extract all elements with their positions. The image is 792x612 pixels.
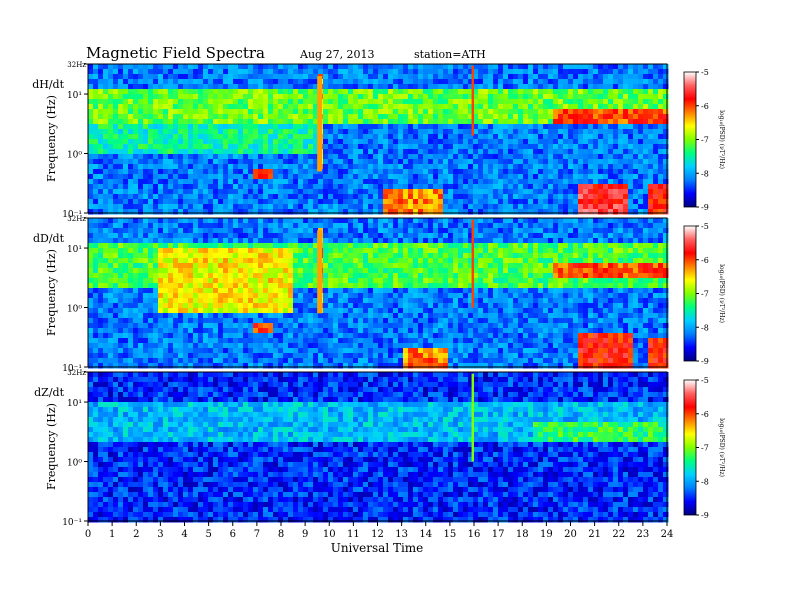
x-tick-label: 20 — [564, 529, 577, 540]
x-tick-label: 0 — [85, 529, 91, 540]
y-tick-label: 32Hz — [67, 215, 86, 223]
x-tick-label: 21 — [588, 529, 601, 540]
x-tick-label: 8 — [278, 529, 284, 540]
colorbar-label: log₁₀(PSD) (νT²/Hz) — [718, 264, 725, 323]
y-tick-label: 10⁰ — [67, 459, 82, 469]
x-tick-label: 16 — [468, 529, 481, 540]
spectrogram-cells — [88, 64, 669, 215]
x-tick-label: 12 — [371, 529, 384, 540]
colorbar-tick-label: -7 — [701, 136, 709, 145]
colorbar-tick-label: -6 — [701, 256, 709, 265]
colorbar-tick-label: -8 — [701, 477, 709, 486]
spectrogram-cells — [88, 372, 669, 523]
y-tick-label: 10⁻¹ — [62, 210, 82, 220]
x-tick-label: 17 — [492, 529, 505, 540]
x-tick-label: 5 — [205, 529, 211, 540]
panel-dh-dt: 10⁻¹ 10⁰ 10¹ 32Hz dH/dt Frequency (Hz) -5 -6 -7 -… — [32, 61, 725, 220]
colorbar — [683, 71, 697, 208]
x-tick-label: 19 — [540, 529, 553, 540]
x-tick-label: 13 — [395, 529, 408, 540]
colorbar-tick-label: -5 — [701, 68, 709, 77]
y-tick-label: 10⁰ — [67, 151, 82, 161]
x-axis-label: Universal Time — [331, 541, 424, 555]
colorbar-tick-label: -6 — [701, 410, 709, 419]
colorbar-tick-label: -8 — [701, 323, 709, 332]
y-tick-label: 32Hz — [67, 369, 86, 377]
panel-label: dD/dt — [33, 232, 65, 245]
spectrogram-cells — [88, 218, 669, 369]
spike-feature — [471, 373, 474, 462]
x-tick-label: 14 — [419, 529, 432, 540]
y-axis-label: Frequency (Hz) — [45, 249, 58, 336]
y-tick-label: 10¹ — [67, 91, 82, 101]
spike-feature — [471, 219, 474, 308]
colorbar-tick-label: -8 — [701, 169, 709, 178]
x-tick-label: 7 — [254, 529, 260, 540]
x-tick-label: 4 — [181, 529, 187, 540]
spike-feature — [317, 76, 323, 172]
colorbar — [683, 379, 697, 516]
y-tick-label: 10¹ — [67, 399, 82, 409]
x-tick-label: 2 — [133, 529, 139, 540]
date-label: Aug 27, 2013 — [299, 48, 375, 61]
panel-frame — [87, 217, 668, 368]
time-axis: 0 1 2 3 4 5 6 7 8 9 10 11 12 13 14 15 16 17 18 19 20 21 22 23 24 — [85, 521, 674, 540]
x-tick-label: 9 — [302, 529, 308, 540]
y-tick-label: 32Hz — [67, 61, 86, 69]
colorbar-tick-label: -6 — [701, 102, 709, 111]
x-tick-label: 18 — [516, 529, 529, 540]
y-axis-label: Frequency (Hz) — [45, 403, 58, 490]
station-label: station=ATH — [414, 48, 486, 61]
panel-label: dZ/dt — [34, 386, 64, 399]
panel-label: dH/dt — [32, 78, 64, 91]
x-tick-label: 10 — [323, 529, 336, 540]
panel-frame — [87, 63, 668, 214]
colorbar-label: log₁₀(PSD) (νT²/Hz) — [718, 418, 725, 477]
x-tick-label: 6 — [230, 529, 236, 540]
y-tick-label: 10⁻¹ — [62, 364, 82, 374]
colorbar-tick-label: -7 — [701, 444, 709, 453]
x-tick-label: 15 — [444, 529, 457, 540]
colorbar-tick-label: -9 — [701, 203, 709, 212]
colorbar-tick-label: -9 — [701, 357, 709, 366]
spike-feature — [471, 65, 474, 136]
x-tick-label: 22 — [612, 529, 625, 540]
colorbar-tick-label: -5 — [701, 222, 709, 231]
y-axis-label: Frequency (Hz) — [45, 95, 58, 182]
x-tick-label: 3 — [157, 529, 163, 540]
colorbar-tick-label: -7 — [701, 290, 709, 299]
y-tick-label: 10⁰ — [67, 305, 82, 315]
colorbar-tick-label: -5 — [701, 376, 709, 385]
spike-feature — [317, 230, 323, 314]
colorbar-label: log₁₀(PSD) (νT²/Hz) — [718, 110, 725, 169]
x-tick-label: 23 — [637, 529, 650, 540]
x-tick-label: 1 — [109, 529, 115, 540]
y-tick-label: 10¹ — [67, 245, 82, 255]
figure-title: Magnetic Field Spectra — [86, 44, 265, 62]
x-tick-label: 24 — [661, 529, 674, 540]
x-tick-label: 11 — [347, 529, 360, 540]
panel-dd-dt: 10⁻¹ 10⁰ 10¹ 32Hz dD/dt Frequency (Hz) -5 -6 -7 -… — [33, 215, 725, 374]
panel-dz-dt: 10⁻¹ 10⁰ 10¹ 32Hz dZ/dt Frequency (Hz) -5 -6 -7 -… — [34, 369, 725, 528]
y-tick-label: 10⁻¹ — [62, 518, 82, 528]
colorbar — [683, 225, 697, 362]
colorbar-tick-label: -9 — [701, 511, 709, 520]
